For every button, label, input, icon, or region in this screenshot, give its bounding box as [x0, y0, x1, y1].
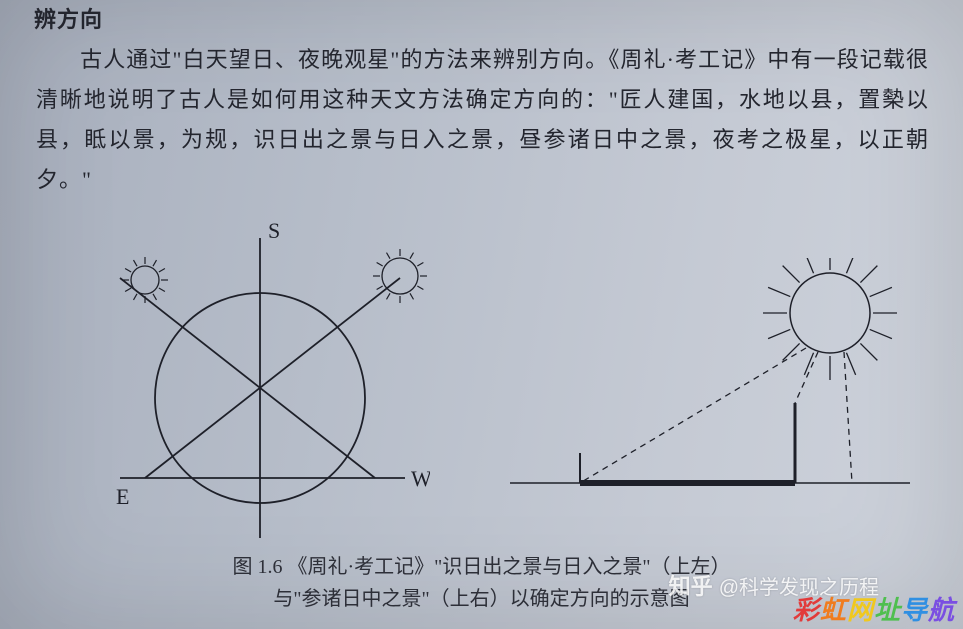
rainbow-watermark-char: 航: [928, 590, 955, 627]
rainbow-watermark: 彩虹网址导航: [793, 590, 955, 627]
page: 辨方向 古人通过"白天望日、夜晚观星"的方法来辨别方向。《周礼·考工记》中有一段…: [0, 0, 963, 629]
rainbow-watermark-char: 虹: [820, 590, 847, 627]
section-heading: 辨方向: [34, 0, 103, 40]
body-paragraph: 古人通过"白天望日、夜晚观星"的方法来辨别方向。《周礼·考工记》中有一段记载很清…: [36, 40, 929, 200]
rainbow-watermark-char: 网: [847, 590, 874, 627]
paragraph-text: 古人通过"白天望日、夜晚观星"的方法来辨别方向。《周礼·考工记》中有一段记载很清…: [36, 47, 929, 192]
figure-right-diagram: [500, 258, 920, 518]
rainbow-watermark-char: 导: [901, 590, 928, 627]
zhihu-logo-icon: 知乎: [669, 569, 713, 601]
svg-text:S: S: [268, 218, 280, 243]
rainbow-watermark-char: 彩: [793, 590, 820, 627]
svg-text:E: E: [116, 484, 129, 509]
figure-row: S E W: [0, 218, 963, 538]
figure-left-diagram: S E W: [90, 218, 430, 548]
svg-text:W: W: [411, 466, 430, 491]
rainbow-watermark-char: 址: [874, 590, 901, 627]
